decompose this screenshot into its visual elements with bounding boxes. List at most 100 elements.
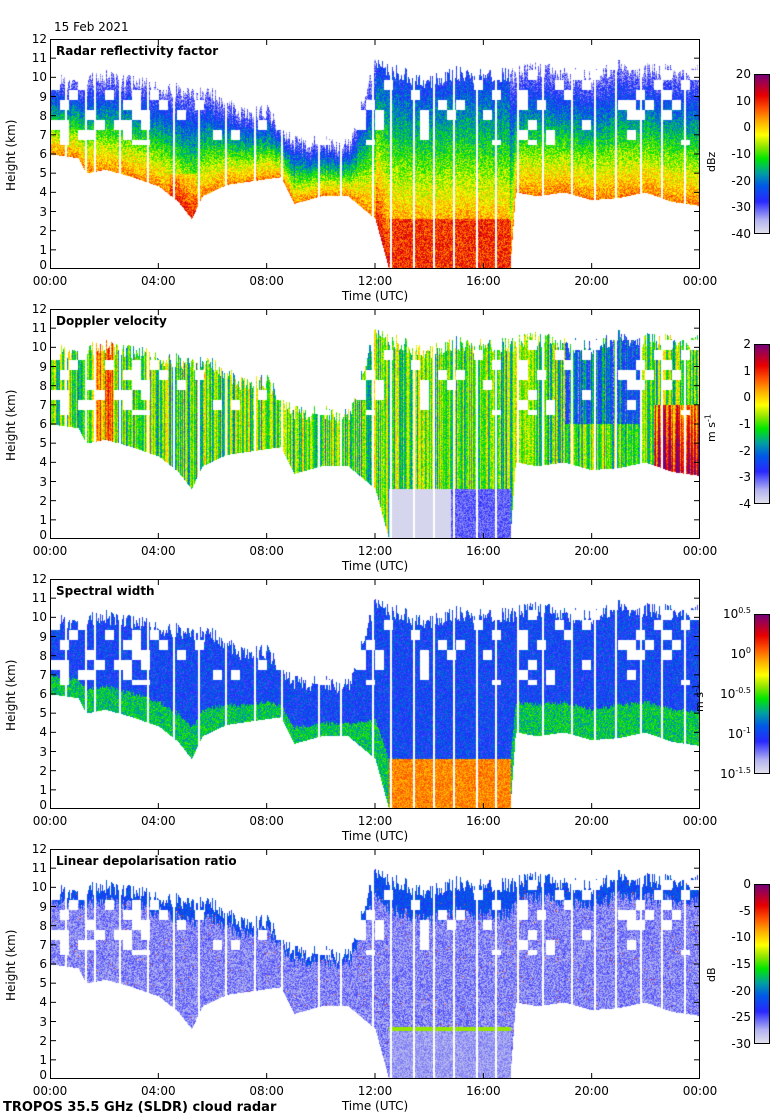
colorbar-tick-exponent: -0.5 [735,686,751,695]
colorbar-tick-label: 0 [743,120,751,135]
y-tick-label: 5 [39,166,47,181]
heatmap-field-v [51,310,699,538]
colorbar-unit-exponent: -1 [691,684,701,693]
colorbar-tick-label: -20 [731,173,751,188]
colorbar-tick-base: 10 [722,607,739,621]
axis-ticks [50,39,700,269]
y-tick-label: 4 [39,455,47,470]
y-tick-label: 5 [39,976,47,991]
colorbar-tick-label: 10 [735,93,751,108]
colorbar-tick-exponent: -1.5 [735,766,751,775]
y-tick-label: 0 [39,1068,47,1082]
x-tick-label: 08:00 [249,544,284,558]
x-tick-label: 00:00 [32,544,68,558]
colorbar-tick-base: 10 [727,727,744,741]
panel-title: Radar reflectivity factor [56,44,219,58]
colorbar-tick-label: -1 [739,417,751,431]
y-tick-label: 12 [31,842,47,856]
y-tick-label: 10 [31,610,47,625]
x-tick-label: 20:00 [574,544,609,558]
y-tick-label: 1 [39,782,47,797]
x-tick-label: 12:00 [357,1084,393,1098]
x-tick-label: 00:00 [682,814,718,828]
colorbar-tick-label: -10 [731,147,751,161]
heatmap-field-ldr [51,850,699,1078]
colorbar-tick-base: 10 [730,647,746,661]
panel-title: Doppler velocity [56,314,167,328]
x-tick-label: 12:00 [357,544,393,558]
colorbar-unit-label: dB [705,967,718,982]
x-tick-label: 00:00 [682,274,718,288]
colorbar-tick-base: 10 [720,767,736,781]
y-tick-label: 8 [39,378,47,393]
y-tick-label: 3 [39,744,47,759]
y-tick-label: 10 [31,340,47,355]
axis-ticks [50,579,700,809]
y-tick-label: 3 [39,474,47,489]
x-tick-label: 00:00 [32,1084,68,1098]
colorbar-unit-base: m s [705,422,718,442]
colorbar-tick-label: -10 [731,930,751,945]
colorbar-tick-label: -3 [739,470,751,485]
panel-title: Spectral width [56,584,155,598]
y-tick-label: 12 [31,572,47,586]
y-tick-label: 11 [31,321,47,336]
y-tick-label: 0 [39,528,47,542]
colorbar-tick-label: 100.5 [709,606,751,621]
y-tick-label: 0 [39,798,47,812]
colorbar-unit-label: dBz [705,151,718,172]
colorbar-tick-exponent: 0.5 [738,606,751,615]
y-tick-label: 1 [39,1052,47,1067]
y-tick-label: 2 [39,1033,47,1048]
colorbar-tick-label: -15 [731,957,751,971]
colorbar-tick-label: 2 [743,337,751,351]
colorbar-tick-exponent: 0 [745,646,751,655]
colorbar-tick-label: 10-1.5 [709,766,751,781]
y-tick-label: 4 [39,995,47,1010]
y-axis-label: Height (km) [4,119,18,191]
y-axis-label: Height (km) [4,929,18,1001]
y-tick-label: 12 [31,32,47,46]
colorbar-unit-base: m s [693,692,706,712]
colorbar-unit-label: m s-1 [703,414,718,442]
y-tick-label: 8 [39,108,47,123]
colorbar-tick-label: 1 [743,363,751,378]
y-tick-label: 7 [39,937,47,952]
y-tick-label: 6 [39,417,47,431]
heatmap-field-z [51,40,699,268]
x-tick-label: 04:00 [141,544,176,558]
y-tick-label: 10 [31,70,47,85]
x-tick-label: 00:00 [682,1084,718,1098]
x-tick-label: 08:00 [249,274,284,288]
x-axis-label: Time (UTC) [341,289,409,303]
x-axis-label: Time (UTC) [341,1099,409,1113]
colorbar [754,884,770,1044]
x-tick-label: 12:00 [357,814,393,828]
y-tick-label: 4 [39,725,47,740]
y-tick-label: 6 [39,147,47,161]
colorbar-tick-label: 10-1 [709,727,751,741]
footer-instrument-label: TROPOS 35.5 GHz (SLDR) cloud radar [3,1100,277,1115]
y-tick-label: 12 [31,302,47,316]
axis-ticks [50,849,700,1079]
x-tick-label: 00:00 [32,274,68,288]
colorbar-tick-label: -20 [731,983,751,998]
colorbar-tick-base: 10 [720,687,736,701]
y-tick-label: 3 [39,204,47,219]
colorbar-tick-label: -4 [739,497,751,511]
y-tick-label: 2 [39,493,47,508]
colorbar-tick-label: -30 [731,200,751,215]
panel-title: Linear depolarisation ratio [56,854,237,868]
y-tick-label: 4 [39,185,47,200]
y-tick-label: 2 [39,763,47,778]
x-tick-label: 20:00 [574,814,609,828]
x-tick-label: 04:00 [141,274,176,288]
y-tick-label: 9 [39,899,47,914]
y-tick-label: 8 [39,648,47,663]
y-axis-label: Height (km) [4,659,18,731]
colorbar-tick-label: -25 [731,1010,751,1025]
y-tick-label: 11 [31,591,47,606]
colorbar-tick-label: 20 [735,67,751,81]
colorbar [754,614,770,774]
colorbar-unit-label: m s-1 [691,684,706,712]
